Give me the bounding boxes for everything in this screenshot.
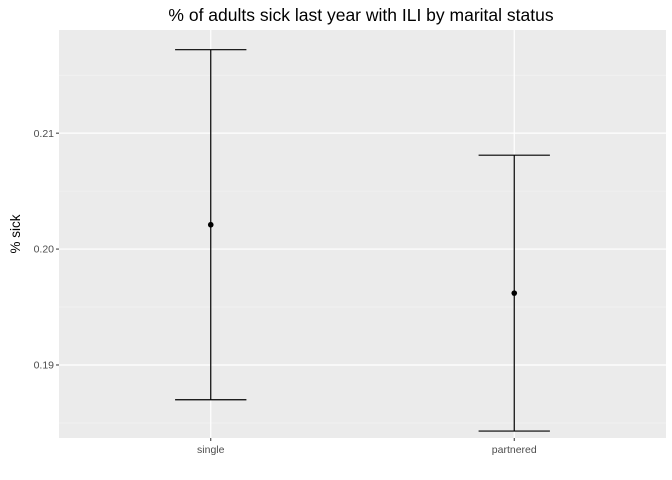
y-axis-title: % sick <box>8 214 23 253</box>
x-tick-label: partnered <box>492 444 537 456</box>
data-point <box>511 290 518 296</box>
error-bar-partnered <box>478 154 550 432</box>
grid-minor <box>59 74 666 424</box>
x-tick-label: single <box>197 444 225 456</box>
error-bars <box>175 49 550 432</box>
chart-title: % of adults sick last year with ILI by m… <box>168 5 553 25</box>
error-bar-single <box>175 49 247 401</box>
y-tick-label: 0.19 <box>34 360 55 372</box>
plot-panel <box>59 30 666 438</box>
y-tick-label: 0.20 <box>34 244 55 256</box>
y-tick-label: 0.21 <box>34 128 55 140</box>
y-axis: 0.19 0.20 0.21 <box>34 128 59 372</box>
x-axis: single partnered <box>197 438 537 456</box>
data-point <box>207 221 214 228</box>
